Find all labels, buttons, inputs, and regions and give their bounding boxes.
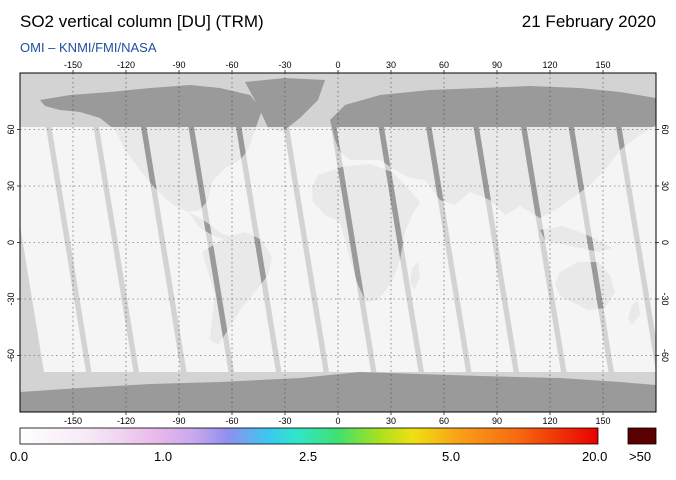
lon-tick-label-bottom: -150 [64,416,82,426]
lon-tick-label-top: -90 [172,60,185,70]
lon-tick-label-top: 60 [439,60,449,70]
lon-tick-label-bottom: 0 [335,416,340,426]
colorbar-overflow-label: >50 [629,449,652,464]
lon-tick-label-bottom: 60 [439,416,449,426]
swath-band [146,127,229,372]
lon-tick-label-top: 30 [386,60,396,70]
lon-tick-label-top: -120 [117,60,135,70]
lon-tick-label-top: 0 [335,60,340,70]
swath-band [574,127,656,372]
swath-band [99,127,181,372]
colorbar-label-4: 20.0 [582,449,608,464]
lon-tick-label-top: -60 [225,60,238,70]
lat-tick-label-right: -60 [660,349,670,362]
lat-tick-label-left: -30 [6,292,16,305]
lat-tick-label-left: -60 [6,349,16,362]
lon-tick-label-bottom: -120 [117,416,135,426]
lon-tick-label-bottom: -60 [225,416,238,426]
lon-tick-label-bottom: 150 [595,416,610,426]
lon-tick-label-top: -30 [278,60,291,70]
swath-band [479,127,561,372]
data-credit: OMI – KNMI/FMI/NASA [20,40,157,55]
colorbar-label-0: 0.0 [10,449,29,464]
lon-tick-label-top: 120 [542,60,557,70]
map-axes: -150 -150 -120 -120 -90 -90 -60 -60 -30 -30 0 0 30 30… [6,60,670,426]
swath-band [336,127,419,372]
lat-tick-label-left: 0 [6,240,16,245]
lon-tick-label-top: 90 [492,60,502,70]
swath-band [20,127,86,372]
lon-tick-label-top: -150 [64,60,82,70]
swath-band [194,127,276,372]
lon-tick-label-bottom: 30 [386,416,396,426]
satellite-swath-layer [20,127,676,372]
colorbar-label-1: 1.0 [154,449,173,464]
lat-tick-label-right: 60 [660,124,670,134]
colorbar-overflow-swatch [627,427,657,445]
colorbar-label-2: 2.5 [299,449,318,464]
map-title: SO2 vertical column [DU] (TRM) [20,12,264,31]
lon-tick-label-bottom: 120 [542,416,557,426]
lon-tick-label-bottom: 90 [492,416,502,426]
lat-tick-label-right: 30 [660,181,670,191]
colorbar-gradient [19,427,599,445]
swath-band [241,127,324,372]
swath-band [384,127,466,372]
map-date: 21 February 2020 [521,12,656,31]
lat-tick-label-left: 30 [6,181,16,191]
lon-tick-label-bottom: -90 [172,416,185,426]
lon-tick-label-top: 150 [595,60,610,70]
colorbar-label-3: 5.0 [442,449,461,464]
swath-band [431,127,514,372]
swath-band [621,127,656,339]
lat-tick-label-right: -30 [660,292,670,305]
swath-band [289,127,371,372]
lon-tick-label-bottom: -30 [278,416,291,426]
swath-band [51,127,134,372]
swath-band [669,127,676,372]
swath-band [526,127,609,372]
lat-tick-label-left: 60 [6,124,16,134]
lat-tick-label-right: 0 [660,240,670,245]
